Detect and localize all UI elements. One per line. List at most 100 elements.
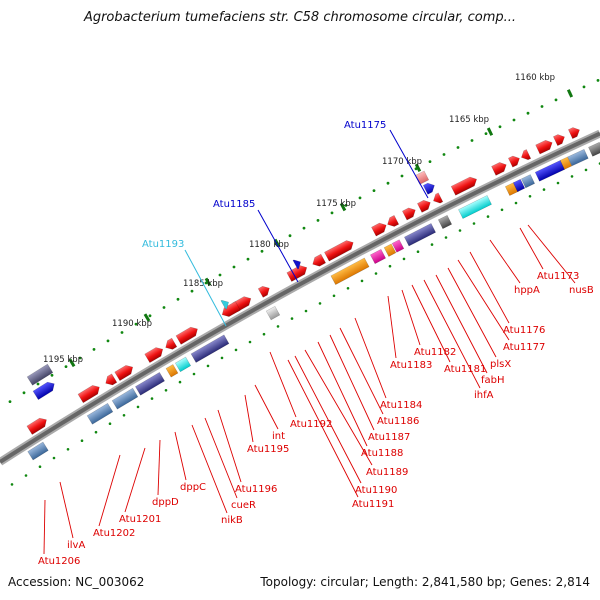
leader-atu1184 xyxy=(354,317,387,399)
forward-gene xyxy=(535,140,553,155)
leader-dppc xyxy=(174,431,187,481)
ruler-dots xyxy=(8,79,600,486)
upper-gene xyxy=(32,381,55,401)
leader-atu1191 xyxy=(287,359,359,498)
track-dot xyxy=(402,257,406,261)
reverse-gene xyxy=(165,364,179,378)
forward-gene xyxy=(417,200,431,213)
backbone-band xyxy=(0,129,600,466)
upper-gene xyxy=(292,259,301,270)
track-dot xyxy=(220,356,224,360)
leader-ihfa xyxy=(423,279,481,389)
gene-label-atu1189: Atu1189 xyxy=(366,467,408,478)
reverse-gene xyxy=(458,195,492,219)
reverse-gene xyxy=(190,334,230,363)
ruler-dot xyxy=(162,306,166,309)
leader-atu1183 xyxy=(387,295,397,359)
track-dot xyxy=(52,456,56,460)
leader-int xyxy=(254,384,279,430)
gene-label-atu1187: Atu1187 xyxy=(368,432,410,443)
forward-gene xyxy=(433,192,444,204)
forward-gene xyxy=(387,215,400,227)
ruler-tick xyxy=(68,358,76,368)
ruler-dot xyxy=(120,331,124,334)
leader-atu1206 xyxy=(43,499,46,555)
track-dot xyxy=(514,201,518,205)
ruler-tick xyxy=(486,127,494,136)
gene-label-atu1181: Atu1181 xyxy=(444,364,486,375)
gene-tracks xyxy=(26,127,600,461)
ruler-label: 1180 kbp xyxy=(249,240,289,250)
upper-gene xyxy=(220,299,229,310)
gene-label-nusb: nusB xyxy=(569,285,594,296)
gene-label-plsx: plsX xyxy=(490,359,511,370)
ruler-dot xyxy=(134,322,138,326)
gene-label-atu1192: Atu1192 xyxy=(290,419,332,430)
reverse-gene xyxy=(111,387,139,410)
reverse-gene xyxy=(391,239,405,253)
leader-nikb xyxy=(191,424,228,514)
reverse-gene xyxy=(174,356,192,373)
reverse-gene xyxy=(383,243,397,257)
reverse-gene xyxy=(512,178,526,193)
track-dot xyxy=(248,340,252,344)
track-dot xyxy=(66,448,70,451)
ruler-label: 1195 kbp xyxy=(43,355,83,365)
reverse-gene xyxy=(370,248,386,265)
upper-gene xyxy=(414,170,430,185)
reverse-gene xyxy=(86,402,114,425)
reverse-gene xyxy=(559,156,573,170)
track-dot xyxy=(430,243,434,246)
track-dot xyxy=(304,309,308,313)
leader-atu1202 xyxy=(98,454,121,527)
ruler-dot xyxy=(582,85,586,89)
leader-ilva xyxy=(59,481,74,539)
forward-gene xyxy=(257,285,270,298)
ruler-tick xyxy=(414,163,422,172)
ruler-dot xyxy=(512,118,516,122)
gene-label-atu1184: Atu1184 xyxy=(380,400,422,411)
leader-nusb xyxy=(527,224,576,284)
leader-atu1177 xyxy=(457,259,510,341)
ruler-dot xyxy=(400,174,404,178)
ruler-dot xyxy=(526,111,530,115)
ruler-dot xyxy=(344,204,348,207)
backbone-core xyxy=(0,131,600,464)
gene-label-atu1177: Atu1177 xyxy=(503,342,545,353)
track-dot xyxy=(472,222,476,225)
ruler-dot xyxy=(470,139,474,142)
leader-atu1186 xyxy=(339,327,384,415)
ruler-dot xyxy=(288,234,292,238)
reverse-gene xyxy=(520,174,536,189)
upper-label-atu1175: Atu1175 xyxy=(344,120,386,131)
forward-gene xyxy=(312,253,326,267)
ruler-dot xyxy=(456,146,460,149)
forward-gene xyxy=(553,134,565,146)
gene-label-atu1186: Atu1186 xyxy=(377,416,419,427)
ruler-dot xyxy=(386,181,390,185)
gene-label-atu1182: Atu1182 xyxy=(414,347,456,358)
leader-fabh xyxy=(435,274,488,374)
ruler-tick xyxy=(339,202,347,212)
track-dot xyxy=(374,272,378,275)
ruler-dot xyxy=(218,273,222,277)
ruler-dot xyxy=(78,356,82,360)
forward-gene xyxy=(568,127,580,139)
reverse-gene xyxy=(135,372,165,396)
chromosome-backbone xyxy=(0,129,600,466)
track-dot xyxy=(24,474,28,477)
track-dot xyxy=(108,422,112,426)
forward-gene xyxy=(114,365,134,381)
gene-label-dppd: dppD xyxy=(152,497,179,508)
ruler-dot xyxy=(442,153,446,156)
ruler-dot xyxy=(148,314,152,318)
leader-atu1175 xyxy=(389,129,429,199)
track-dot xyxy=(500,208,504,212)
track-dot xyxy=(80,439,84,443)
forward-gene xyxy=(521,149,532,161)
ruler-dot xyxy=(302,226,306,230)
track-dot xyxy=(192,372,196,376)
track-dot xyxy=(444,236,448,239)
gene-label-atu1173: Atu1173 xyxy=(537,271,579,282)
